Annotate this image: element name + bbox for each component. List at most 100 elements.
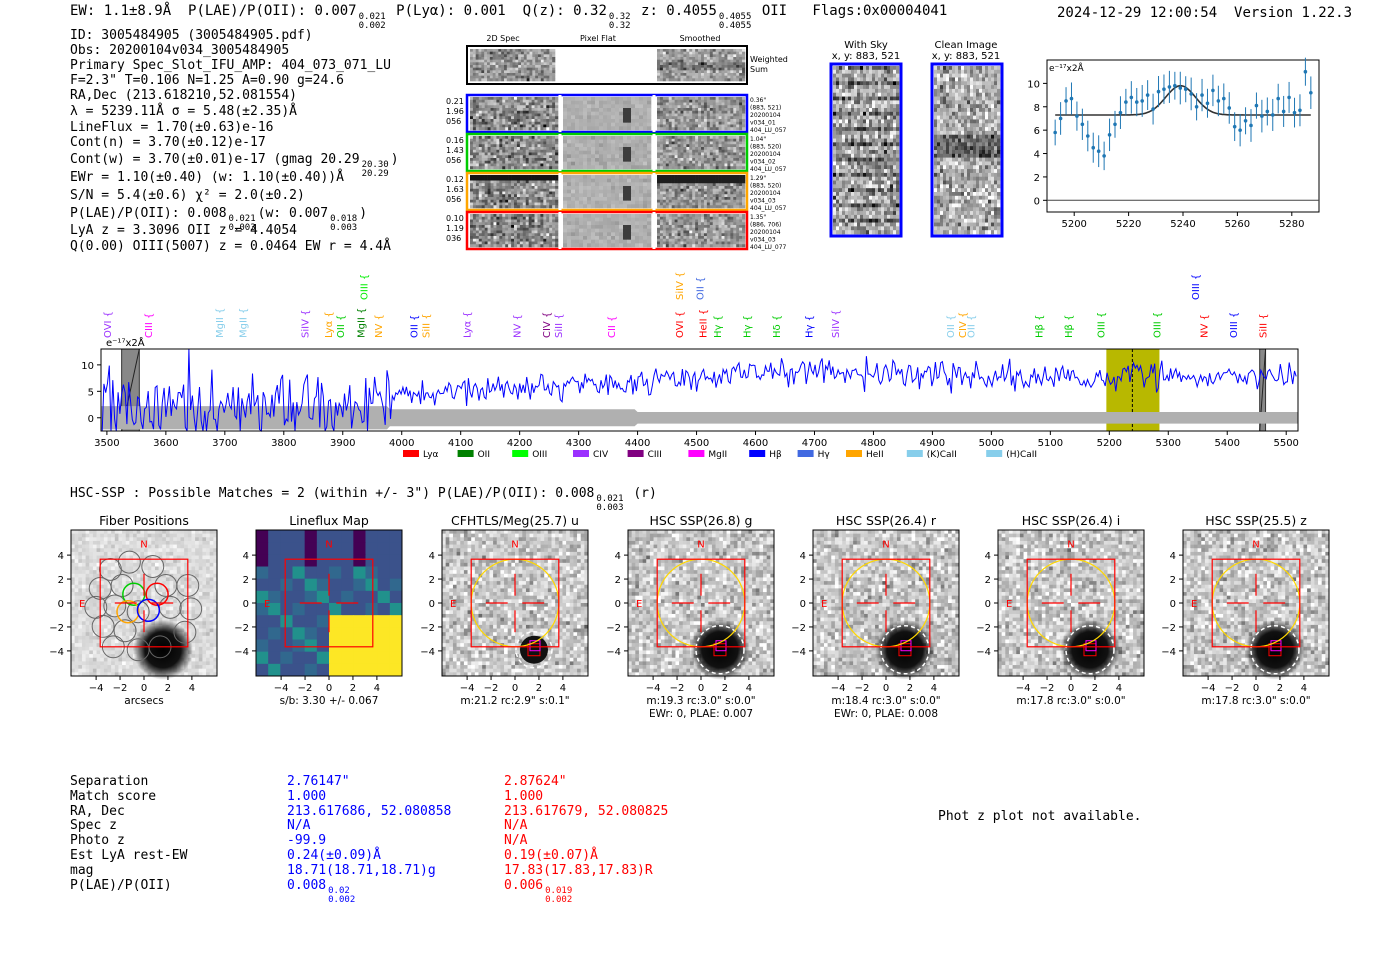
pixel	[546, 205, 550, 209]
pixel	[529, 51, 533, 55]
pixel	[727, 121, 731, 125]
pixel	[496, 186, 500, 190]
pixel	[484, 166, 488, 170]
pixel	[706, 54, 711, 58]
pixel	[623, 186, 628, 190]
pixel	[619, 232, 624, 237]
pixel	[635, 182, 640, 187]
pixel	[546, 136, 550, 140]
pixel	[703, 65, 708, 68]
pixel	[839, 69, 843, 74]
pixel	[514, 188, 518, 192]
pixel	[677, 175, 681, 179]
pixel	[647, 178, 652, 183]
pixel	[546, 222, 550, 226]
pixel	[493, 119, 497, 123]
pixel	[677, 199, 681, 203]
pixel	[493, 183, 497, 187]
pixel	[671, 144, 675, 148]
pixel	[546, 180, 550, 184]
pixel	[727, 163, 731, 167]
pixel	[627, 165, 632, 170]
pixel	[733, 241, 737, 245]
pixel	[587, 243, 592, 248]
pixel	[535, 78, 539, 82]
pixel	[555, 163, 559, 167]
pixel	[534, 216, 538, 220]
pixel	[689, 236, 693, 240]
pixel	[695, 62, 699, 66]
pixel	[668, 175, 672, 179]
pixel	[508, 227, 512, 231]
pixel	[587, 189, 592, 194]
pixel	[854, 123, 858, 128]
pixel	[499, 216, 503, 220]
pixel	[534, 222, 538, 226]
pixel	[872, 138, 876, 143]
pixel	[631, 182, 636, 187]
pixel	[587, 115, 592, 120]
pixel	[470, 54, 474, 58]
pixel	[701, 183, 705, 187]
pixel	[657, 175, 661, 179]
pixel	[499, 222, 503, 226]
pixel	[540, 70, 544, 74]
pixel	[579, 108, 584, 112]
pixel	[733, 54, 737, 58]
pixel	[511, 99, 515, 103]
pixel	[721, 105, 725, 109]
pixel	[619, 126, 624, 131]
pixel	[839, 130, 843, 136]
pixel	[703, 199, 708, 203]
pixel	[475, 225, 480, 229]
pixel	[567, 243, 572, 248]
pixel	[854, 108, 858, 113]
pixel	[701, 99, 705, 103]
pixel	[611, 136, 616, 140]
pixel	[706, 186, 711, 190]
pixel	[695, 75, 699, 79]
pixel	[552, 241, 556, 245]
pixel	[532, 70, 536, 74]
pixel	[680, 70, 684, 74]
pixel	[689, 119, 693, 123]
pixel	[472, 158, 477, 162]
pixel	[484, 163, 488, 167]
pixel	[525, 110, 529, 114]
pixel	[736, 191, 740, 195]
pixel	[665, 75, 670, 79]
pixel	[546, 199, 550, 203]
pixel	[727, 147, 731, 151]
pixel	[680, 238, 684, 242]
pixel	[537, 141, 541, 145]
pixel	[546, 78, 550, 82]
pixel	[537, 149, 541, 153]
pixel	[727, 205, 731, 209]
pixel	[537, 236, 541, 240]
pixel	[502, 188, 506, 192]
pixel	[739, 160, 743, 164]
pixel	[657, 102, 661, 106]
pixel	[689, 197, 693, 201]
pixel	[531, 233, 535, 237]
pixel	[890, 96, 894, 101]
pixel	[546, 202, 550, 206]
pixel	[563, 111, 568, 116]
pixel	[531, 102, 535, 106]
pixel	[591, 186, 596, 190]
pixel	[475, 244, 480, 248]
pixel	[686, 105, 690, 109]
pixel	[709, 194, 714, 198]
pixel	[730, 149, 734, 153]
pixel	[595, 221, 600, 226]
col-title-smoothed: Smoothed	[680, 34, 721, 43]
pixel	[706, 244, 711, 248]
pixel	[552, 78, 556, 82]
pixel	[635, 97, 640, 101]
pixel	[595, 150, 600, 155]
pixel	[516, 144, 521, 148]
pixel	[851, 73, 855, 78]
pixel	[470, 147, 474, 151]
pixel	[665, 108, 670, 112]
pixel	[472, 67, 476, 71]
